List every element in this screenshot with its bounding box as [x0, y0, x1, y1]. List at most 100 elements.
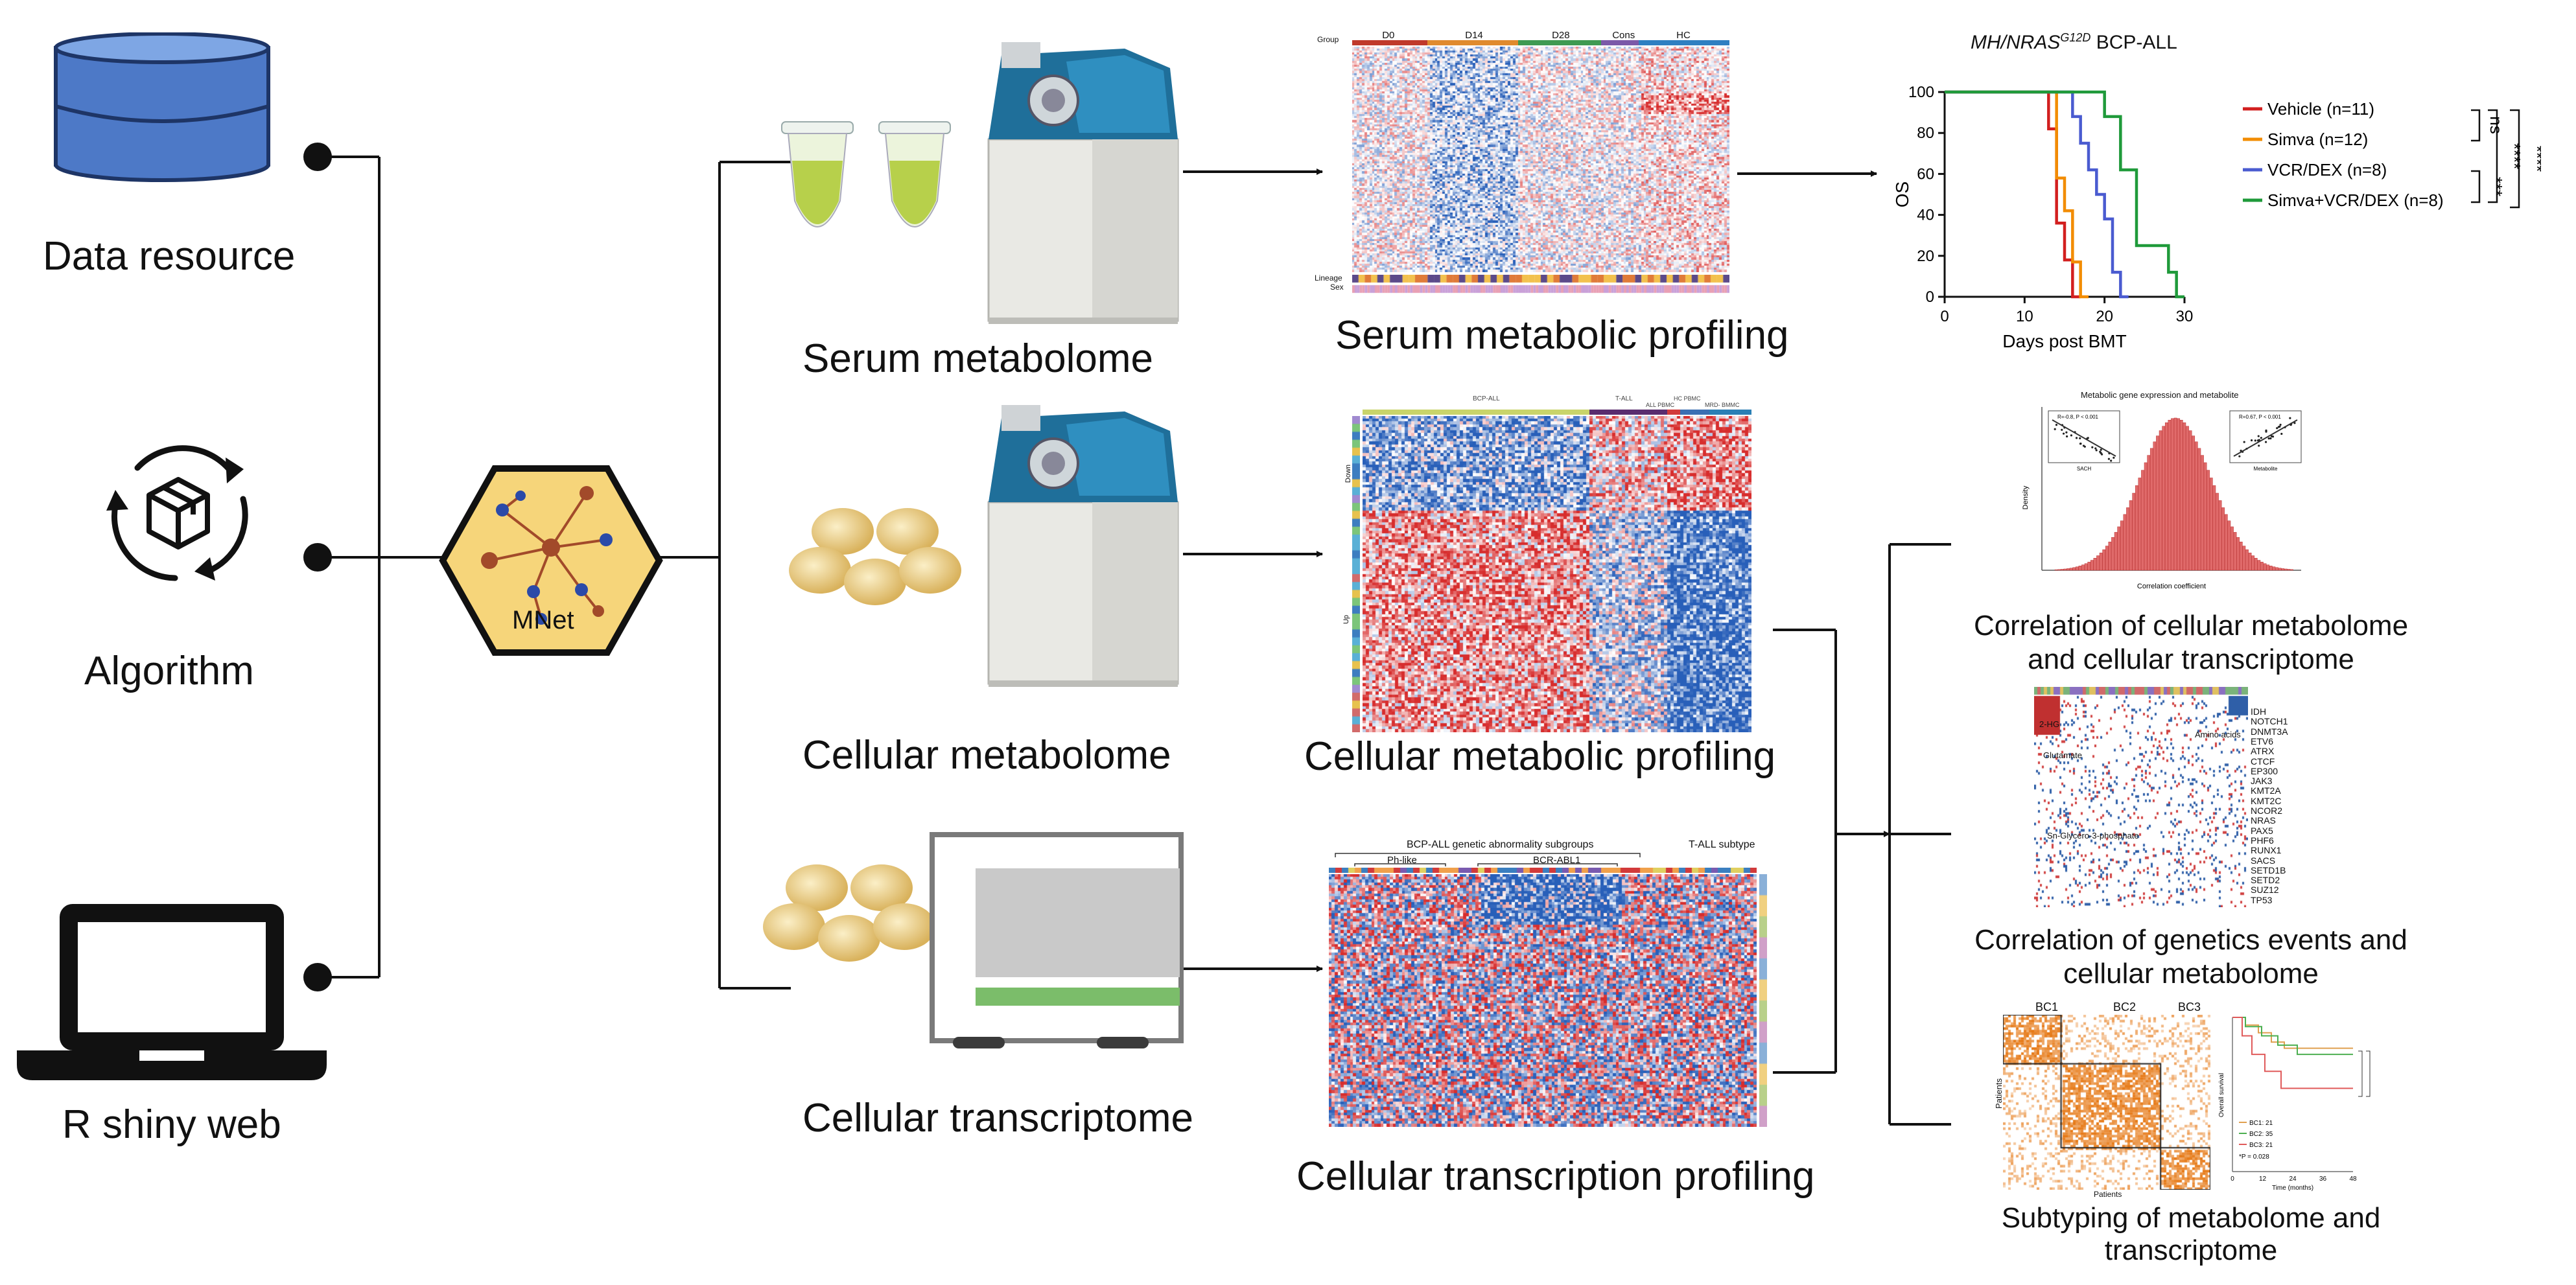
corr-bar [2075, 566, 2079, 571]
corr-inset-point [2100, 448, 2102, 451]
genetics-caption: Correlation of genetics events and cellu… [1974, 924, 2407, 990]
corr-bar [2072, 567, 2076, 571]
corr-bar [2153, 441, 2157, 571]
corr-bar [2084, 563, 2088, 571]
corr-bar [2194, 441, 2198, 571]
corr-bar [2102, 549, 2106, 571]
y-tick-label: 0 [1926, 288, 1934, 306]
corr-bar [2254, 558, 2258, 571]
survival-line-0 [1945, 90, 2081, 299]
corr-inset-point [2254, 439, 2256, 442]
corr-bar [2063, 568, 2067, 571]
cell-cluster-icon-2 [763, 864, 935, 962]
corr-bar [2209, 478, 2213, 571]
gene-label: KMT2A [2251, 785, 2281, 796]
corr-bar [2081, 564, 2085, 571]
corr-inset-point [2061, 428, 2063, 431]
corr-bar [2260, 562, 2264, 571]
cell-side-down: Down [1344, 464, 1353, 483]
gene-label: ETV6 [2251, 735, 2274, 747]
serum-heatmap-panel: Group D0 D14 D28 Cons HC Lineage Sex [1315, 30, 1729, 298]
corr-inset-point [2265, 429, 2267, 432]
corr-bar [2120, 520, 2124, 571]
tx-top-annotation [1329, 868, 1757, 873]
corr-bar [2179, 419, 2183, 571]
cell-group-bcp: BCP-ALL [1473, 395, 1500, 402]
correlation-histogram: Correlation coefficient Density R=-0.8, P … [2022, 407, 2302, 590]
anno-2hg: 2-HG [2039, 719, 2060, 729]
corr-bar [2236, 537, 2240, 571]
km-x-tick: 48 [2349, 1175, 2357, 1183]
corr-inset-point [2260, 437, 2262, 439]
corr-bar [2188, 430, 2192, 571]
corr-bar [2144, 462, 2148, 571]
corr-inset-stat: R=0.67, P < 0.001 [2239, 414, 2281, 420]
corr-inset-point [2238, 455, 2241, 457]
corr-inset-point [2055, 424, 2058, 426]
corr-bar [2114, 532, 2118, 571]
corr-inset-point [2113, 456, 2115, 459]
gene-label: NCOR2 [2251, 805, 2283, 816]
corr-bar [2126, 507, 2129, 571]
gene-label: NOTCH1 [2251, 716, 2288, 727]
km-pvalue: *P = 0.028 [2239, 1153, 2269, 1161]
gene-label: JAK3 [2251, 776, 2273, 787]
y-tick-label: 80 [1917, 124, 1934, 142]
serum-group-bar [1352, 40, 1428, 45]
sequencer-icon [930, 832, 1184, 1048]
tx-sub-bcrabl1: BCR-ABL1 [1533, 855, 1581, 866]
anno-glycero: Sn-Glycero-3-phosphate [2047, 831, 2139, 840]
serum-sex-label: Sex [1330, 283, 1344, 292]
sig-bracket [2510, 109, 2520, 209]
corr-bar [2087, 562, 2091, 571]
corr-bar [2183, 422, 2186, 571]
x-tick-label: 20 [2096, 308, 2113, 325]
corr-inset-point [2258, 439, 2260, 441]
genetics-heatmap [2034, 687, 2248, 907]
serum-group-bar [1427, 40, 1519, 45]
algorithm-label: Algorithm [84, 649, 254, 693]
corr-inset-point [2277, 426, 2280, 428]
anno-glutamate: Glutamate [2043, 750, 2082, 760]
sig-bracket [2488, 109, 2498, 203]
corr-bar [2111, 537, 2114, 571]
corr-bar [2060, 569, 2064, 571]
corr-bar [2281, 568, 2285, 571]
corr-caption: Correlation of cellular metabolome and c… [1973, 610, 2409, 675]
corr-bar [2284, 568, 2288, 571]
x-tick-label: 0 [1940, 308, 1949, 325]
km-bracket [2366, 1050, 2371, 1097]
corr-bar [2156, 435, 2159, 571]
corr-inset [2229, 410, 2302, 463]
corr-inset-point [2054, 428, 2056, 430]
km-x-tick: 24 [2289, 1175, 2297, 1183]
survival-line-1 [1945, 90, 2089, 299]
km-bracket [2358, 1050, 2363, 1097]
serum-group-name: Cons [1612, 30, 1635, 41]
corr-inset-point [2087, 437, 2089, 439]
corr-inset-point [2065, 431, 2068, 434]
corr-bar [2207, 470, 2210, 571]
corr-bar [2108, 541, 2112, 571]
corr-inset-point [2079, 443, 2082, 445]
corr-inset-point [2062, 432, 2065, 435]
cell-side-annotation [1352, 416, 1360, 732]
corr-inset-point [2276, 427, 2278, 430]
corr-inset-xlabel: Metabolite [2254, 466, 2278, 472]
corr-bar [2173, 417, 2177, 571]
cellular-metabolic-heatmap [1363, 416, 1751, 732]
corr-bar [2287, 569, 2291, 571]
serum-metabolome-label: Serum metabolome [802, 336, 1154, 381]
data-resource-label: Data resource [43, 234, 296, 279]
gene-label: SETD1B [2251, 864, 2286, 875]
cell-group-allpbmc: ALL PBMC [1646, 402, 1675, 408]
corr-inset-point [2267, 437, 2270, 440]
sig-label: ns [2487, 116, 2506, 133]
mass-spectrometer-icon-2 [987, 405, 1179, 687]
serum-group-name: HC [1676, 30, 1691, 41]
corr-bar [2129, 500, 2133, 571]
cell-group-header: BCP-ALL T-ALL ALL PBMC HC PBMC MRD- BMMC [1363, 395, 1751, 415]
algorithm-cycle-icon [106, 445, 248, 581]
sig-label: **** [2527, 146, 2541, 172]
corr-bar [2168, 419, 2172, 571]
